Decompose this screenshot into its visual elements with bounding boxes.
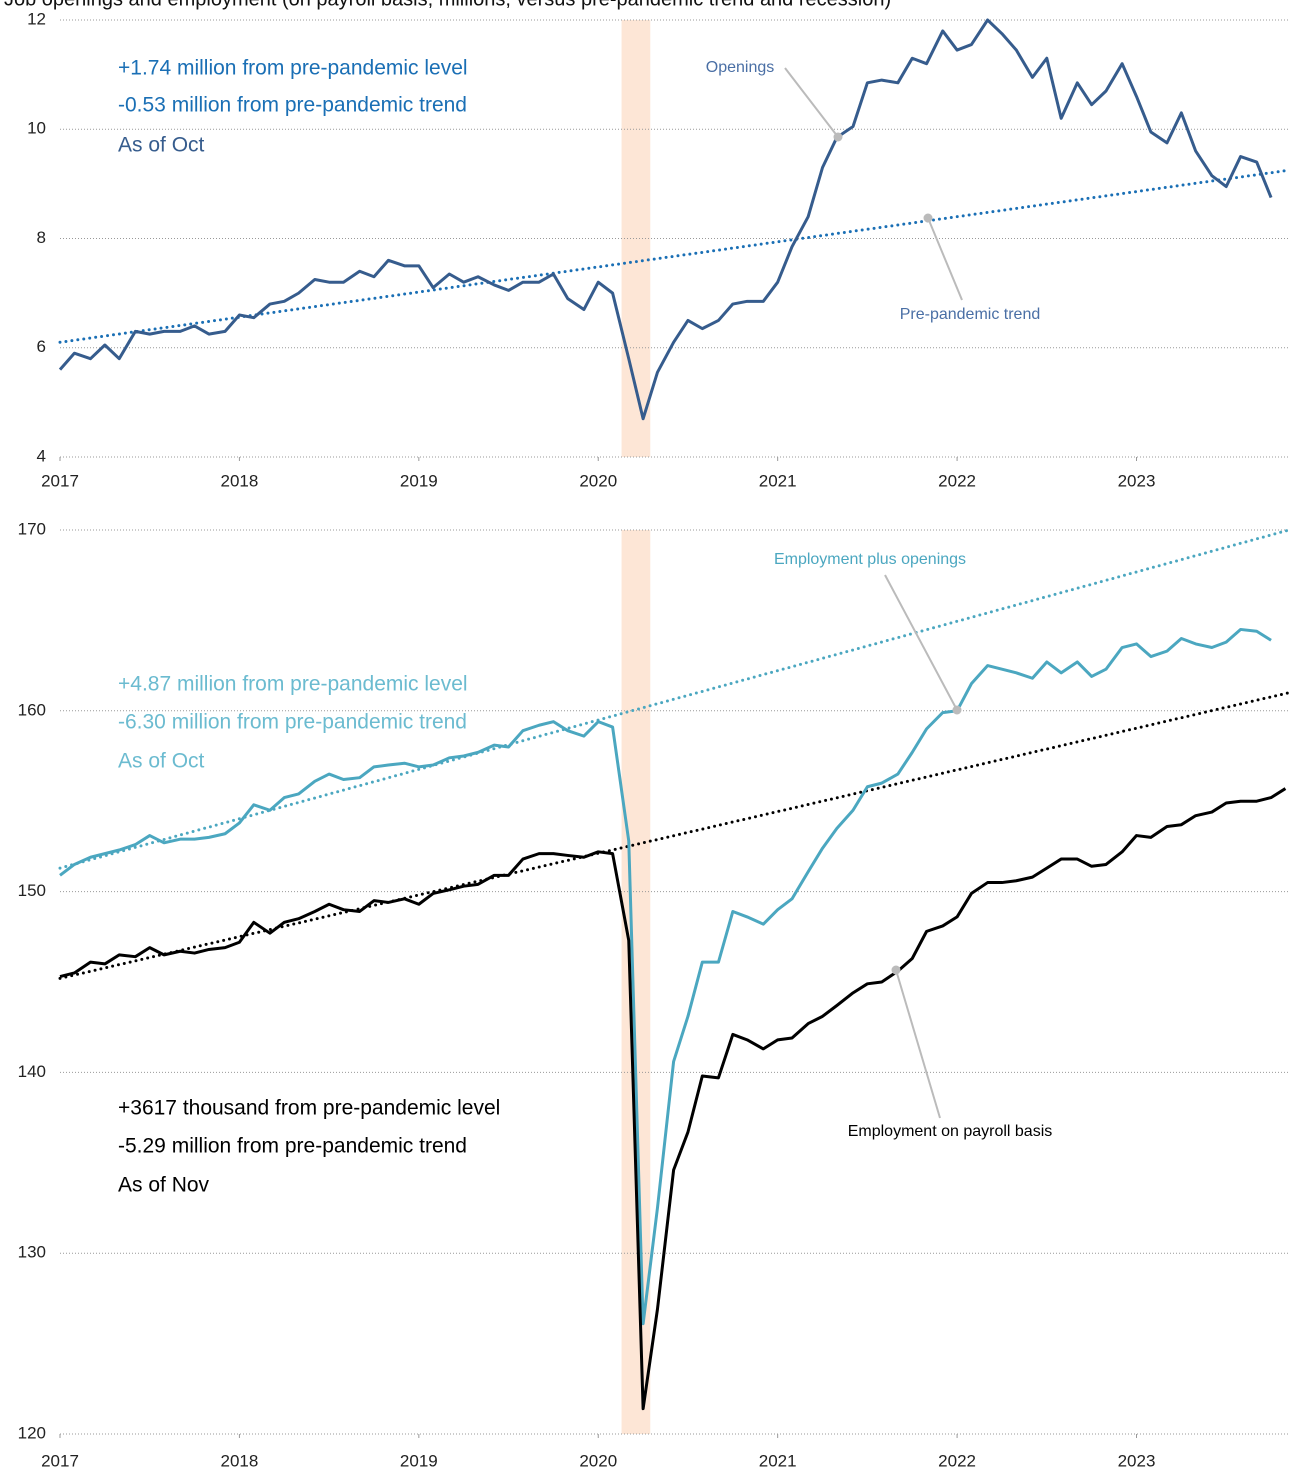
series-label: Openings [706, 59, 775, 76]
x-tick-label: 2023 [1118, 471, 1156, 490]
annotation: As of Nov [118, 1174, 210, 1197]
y-tick-label: 8 [37, 228, 46, 247]
x-tick-label: 2017 [41, 471, 79, 490]
pointer-line [895, 969, 941, 1119]
y-tick-label: 120 [18, 1423, 46, 1442]
annotation: As of Oct [118, 134, 205, 157]
annotation: As of Oct [118, 750, 205, 773]
x-tick-label: 2023 [1118, 1451, 1156, 1470]
trend-label: Pre-pandemic trend [900, 306, 1041, 323]
annotation: +4.87 million from pre-pandemic level [118, 673, 468, 696]
series-line [59, 787, 1287, 1411]
x-tick-label: 2017 [41, 1451, 79, 1470]
y-tick-label: 130 [18, 1243, 46, 1262]
series-label: Employment plus openings [774, 551, 966, 568]
annotation: -0.53 million from pre-pandemic trend [118, 94, 467, 117]
y-tick-label: 150 [18, 881, 46, 900]
annotation: -5.29 million from pre-pandemic trend [118, 1135, 467, 1158]
pointer-dot [833, 132, 843, 142]
series-line [58, 18, 1273, 421]
pointer-line [927, 217, 963, 301]
series-line [59, 627, 1272, 1326]
pointer-line [884, 574, 958, 711]
annotation: -6.30 million from pre-pandemic trend [118, 711, 467, 734]
pointer-dot [891, 965, 901, 975]
x-tick-label: 2021 [759, 1451, 797, 1470]
pointer-dot [923, 213, 933, 223]
pointer-line [784, 67, 839, 138]
y-tick-label: 12 [27, 9, 46, 28]
y-tick-label: 170 [18, 519, 46, 538]
x-tick-label: 2019 [400, 471, 438, 490]
y-tick-label: 4 [37, 446, 46, 465]
x-tick-label: 2022 [938, 1451, 976, 1470]
x-tick-label: 2020 [579, 1451, 617, 1470]
x-tick-label: 2019 [400, 1451, 438, 1470]
annotation: +3617 thousand from pre-pandemic level [118, 1097, 500, 1120]
x-tick-label: 2020 [579, 471, 617, 490]
x-tick-label: 2018 [221, 1451, 259, 1470]
y-tick-label: 10 [27, 119, 46, 138]
y-tick-label: 160 [18, 700, 46, 719]
pointer-dot [952, 705, 962, 715]
y-tick-label: 6 [37, 337, 46, 356]
series-label: Employment on payroll basis [848, 1123, 1053, 1140]
recession-shade [621, 530, 651, 1434]
trend-line [58, 528, 1289, 870]
x-tick-label: 2018 [221, 471, 259, 490]
annotation: +1.74 million from pre-pandemic level [118, 57, 468, 80]
y-tick-label: 140 [18, 1062, 46, 1081]
chart-title: Job openings and employment (on payroll … [4, 0, 891, 10]
x-tick-label: 2022 [938, 471, 976, 490]
x-tick-label: 2021 [759, 471, 797, 490]
